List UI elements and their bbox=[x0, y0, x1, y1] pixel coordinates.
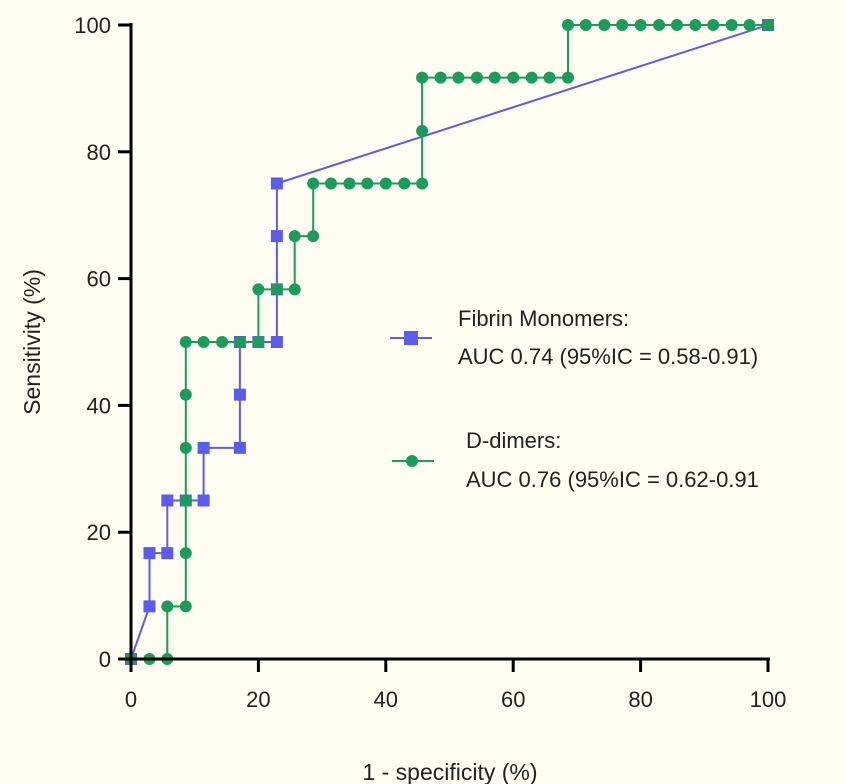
data-point-square bbox=[161, 547, 174, 560]
legend-marker-square-icon bbox=[404, 331, 418, 345]
data-point-circle bbox=[252, 283, 265, 296]
data-point-square bbox=[270, 230, 283, 243]
data-point-circle bbox=[725, 19, 738, 31]
data-point-circle bbox=[689, 19, 702, 31]
data-point-circle bbox=[179, 441, 192, 454]
legend-annotation-ddimers: AUC 0.76 (95%IC = 0.62-0.91 bbox=[466, 467, 759, 492]
data-point-circle bbox=[288, 283, 301, 296]
data-point-circle bbox=[179, 547, 192, 560]
x-tick-label: 100 bbox=[750, 687, 787, 712]
x-tick-label: 60 bbox=[501, 687, 525, 712]
legend: Fibrin Monomers: AUC 0.74 (95%IC = 0.58-… bbox=[390, 306, 759, 492]
data-point-square bbox=[233, 441, 246, 454]
data-point-circle bbox=[179, 600, 192, 613]
data-point-square bbox=[143, 600, 156, 613]
data-point-circle bbox=[743, 19, 756, 31]
data-point-circle bbox=[434, 71, 447, 84]
series-d-dimers bbox=[125, 19, 774, 665]
data-point-circle bbox=[543, 71, 556, 84]
axes: 0 20 40 60 80 100 0 20 40 60 80 100 bbox=[74, 13, 786, 712]
data-point-circle bbox=[288, 230, 301, 243]
data-point-circle bbox=[197, 336, 210, 348]
data-point-square bbox=[197, 494, 210, 507]
data-point-square bbox=[143, 547, 156, 560]
data-point-circle bbox=[653, 19, 666, 31]
data-point-square bbox=[270, 177, 283, 190]
y-axis-title: Sensitivity (%) bbox=[19, 269, 45, 415]
data-point-circle bbox=[361, 177, 374, 190]
data-point-circle bbox=[634, 19, 647, 31]
data-point-circle bbox=[598, 19, 611, 31]
data-point-circle bbox=[470, 71, 483, 84]
data-point-circle bbox=[670, 19, 683, 31]
data-point-circle bbox=[416, 124, 429, 137]
x-tick-label: 20 bbox=[246, 687, 270, 712]
y-tick-label: 0 bbox=[99, 647, 111, 672]
legend-item-d-dimers: D-dimers: AUC 0.76 (95%IC = 0.62-0.91 bbox=[392, 428, 759, 492]
data-point-circle bbox=[707, 19, 720, 31]
data-point-square bbox=[233, 388, 246, 401]
data-point-circle bbox=[252, 336, 265, 348]
data-point-circle bbox=[216, 336, 229, 348]
x-tick-label: 80 bbox=[628, 687, 652, 712]
y-tick-label: 100 bbox=[74, 13, 111, 38]
legend-annotation-fibrin: AUC 0.74 (95%IC = 0.58-0.91) bbox=[458, 344, 758, 369]
data-point-circle bbox=[270, 283, 283, 296]
legend-marker-circle-icon bbox=[406, 455, 418, 467]
x-axis-title: 1 - specificity (%) bbox=[362, 759, 537, 784]
data-point-square bbox=[270, 336, 283, 348]
plot-area bbox=[125, 19, 774, 665]
data-point-circle bbox=[762, 19, 774, 31]
data-point-circle bbox=[325, 177, 338, 190]
data-point-square bbox=[161, 494, 174, 507]
data-point-circle bbox=[616, 19, 629, 31]
data-point-circle bbox=[525, 71, 538, 84]
data-point-circle bbox=[416, 177, 429, 190]
x-tick-label: 0 bbox=[125, 687, 137, 712]
data-point-circle bbox=[379, 177, 392, 190]
data-point-circle bbox=[179, 388, 192, 401]
y-tick-label: 80 bbox=[87, 140, 111, 165]
y-tick-label: 60 bbox=[87, 267, 111, 292]
legend-item-fibrin-monomers: Fibrin Monomers: AUC 0.74 (95%IC = 0.58-… bbox=[390, 306, 758, 369]
legend-label-fibrin: Fibrin Monomers: bbox=[458, 306, 629, 331]
data-point-circle bbox=[307, 230, 320, 243]
data-point-circle bbox=[488, 71, 501, 84]
data-point-circle bbox=[161, 600, 174, 613]
data-point-circle bbox=[398, 177, 411, 190]
data-point-circle bbox=[579, 19, 592, 31]
data-point-circle bbox=[307, 177, 320, 190]
data-point-circle bbox=[452, 71, 465, 84]
data-point-circle bbox=[179, 336, 192, 348]
data-point-circle bbox=[179, 494, 192, 507]
data-point-circle bbox=[233, 336, 246, 348]
data-point-circle bbox=[561, 71, 574, 84]
data-point-circle bbox=[507, 71, 520, 84]
legend-label-ddimers: D-dimers: bbox=[466, 428, 561, 453]
x-tick-label: 40 bbox=[374, 687, 398, 712]
data-point-circle bbox=[561, 19, 574, 31]
y-tick-label: 40 bbox=[87, 393, 111, 418]
y-tick-label: 20 bbox=[87, 520, 111, 545]
data-point-square bbox=[197, 441, 210, 454]
data-point-circle bbox=[416, 71, 429, 84]
data-point-circle bbox=[343, 177, 356, 190]
